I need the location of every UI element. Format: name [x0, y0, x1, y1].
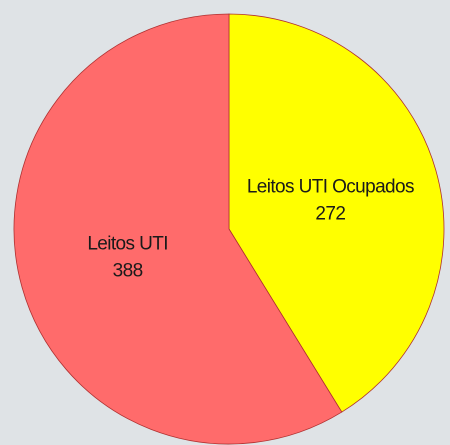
pie-slice [13, 13, 343, 445]
value-label: 388 [113, 261, 143, 282]
pie-slice [228, 13, 445, 413]
slice-label: Leitos UTI [87, 234, 168, 255]
value-label: 272 [315, 203, 345, 224]
slice-label: Leitos UTI Ocupados [247, 176, 414, 197]
